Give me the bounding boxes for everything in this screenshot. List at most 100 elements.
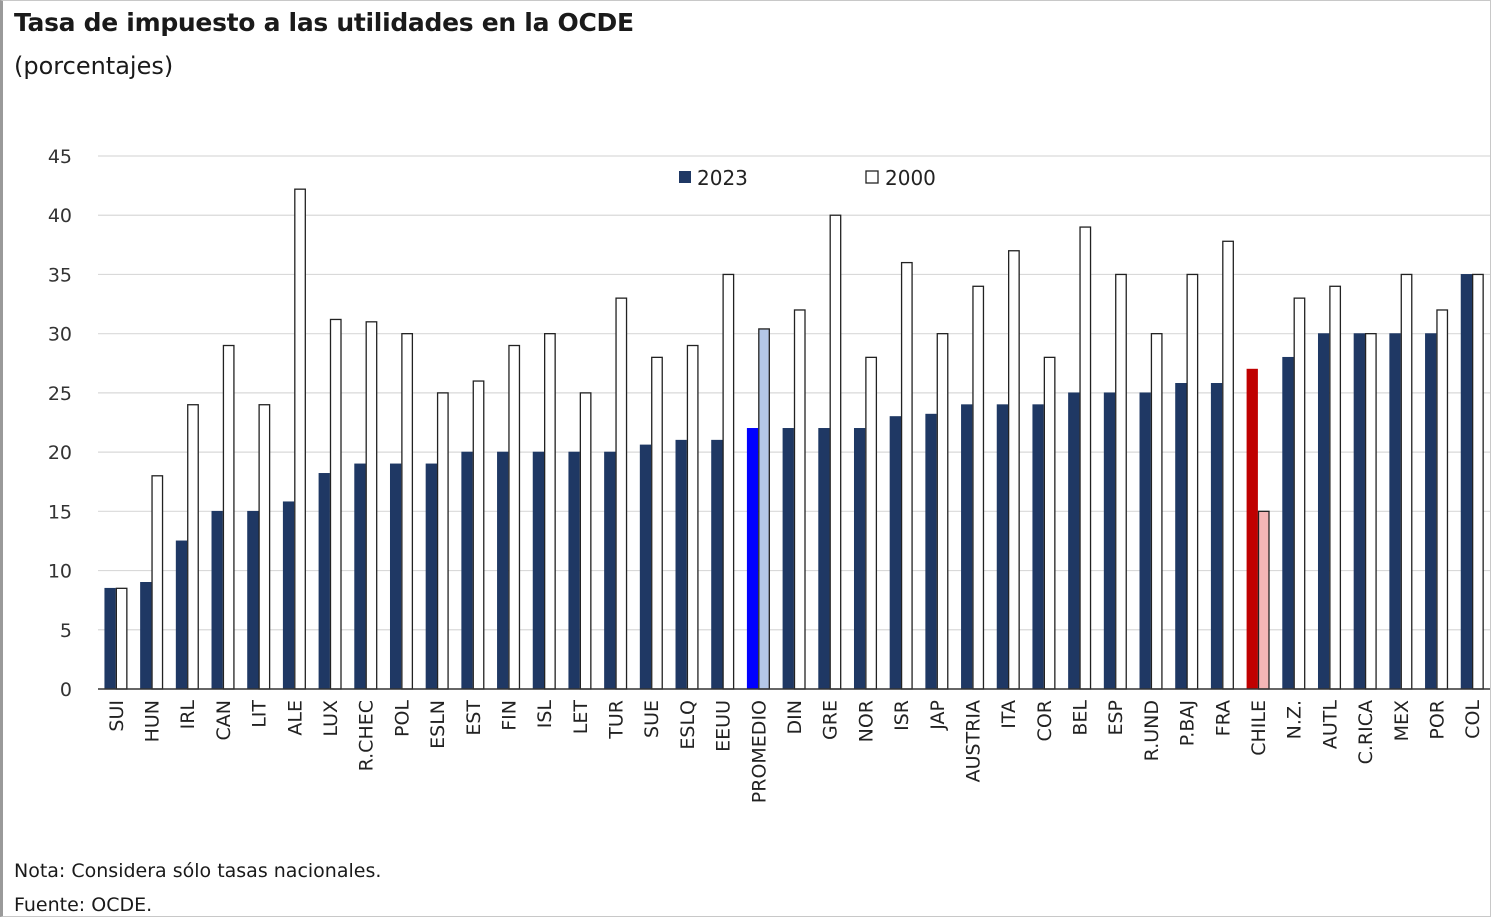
x-tick-label: BEL xyxy=(1070,700,1092,736)
chart-subtitle: (porcentajes) xyxy=(14,52,174,80)
bar-2000-est xyxy=(472,380,485,690)
bar-2023-chile xyxy=(1246,368,1258,690)
x-tick-label: COR xyxy=(1034,700,1056,741)
x-tick-label: R.UND xyxy=(1141,700,1163,761)
bar-2023-sui xyxy=(104,587,116,690)
x-tick-label: SUI xyxy=(106,700,128,732)
bar-2000-pol xyxy=(401,333,414,690)
bar-2000-autl xyxy=(1329,285,1342,690)
x-tick-label: LUX xyxy=(320,700,342,737)
bar-2000-tur xyxy=(615,297,628,690)
legend-swatch-2023 xyxy=(679,171,691,183)
bar-2000-nz xyxy=(1293,297,1306,690)
x-tick-label: FIN xyxy=(498,700,520,731)
bar-2000-col xyxy=(1472,273,1484,690)
bar-2023-pol xyxy=(389,463,402,690)
legend-label-2023: 2023 xyxy=(697,166,748,190)
bar-2000-fin xyxy=(508,344,521,690)
bar-2000-pbaj xyxy=(1186,273,1199,690)
bar-2023-gre xyxy=(818,428,830,690)
bar-2000-esln xyxy=(436,392,449,690)
legend-label-2000: 2000 xyxy=(885,166,936,190)
x-tick-label: FRA xyxy=(1212,700,1234,736)
bar-2000-eslq xyxy=(686,344,699,690)
bar-2000-rchec xyxy=(365,321,378,690)
bar-2023-esln xyxy=(425,463,437,690)
y-tick-label: 40 xyxy=(48,205,72,227)
bar-2023-din xyxy=(782,428,794,690)
bar-2023-austria xyxy=(961,404,973,690)
bar-2023-crica xyxy=(1353,333,1365,690)
bar-2023-fra xyxy=(1210,383,1223,690)
y-tick-label: 15 xyxy=(48,501,72,523)
bar-2000-sui xyxy=(115,587,128,690)
x-tick-label: ESLN xyxy=(427,700,449,749)
bar-2023-pbaj xyxy=(1175,383,1187,690)
x-tick-label: COL xyxy=(1462,700,1484,739)
x-tick-label: GRE xyxy=(820,700,842,740)
x-tick-label: ISL xyxy=(534,700,556,729)
bar-2000-isr xyxy=(900,261,913,690)
bar-2000-fra xyxy=(1222,240,1234,690)
bar-2023-por xyxy=(1425,333,1437,690)
bar-2000-crica xyxy=(1364,333,1377,690)
footnote-source: Fuente: OCDE. xyxy=(14,894,153,916)
bar-2023-ale xyxy=(282,501,295,690)
bar-2023-isr xyxy=(889,416,901,690)
bar-2023-isl xyxy=(532,451,545,690)
footnote-note: Nota: Considera sólo tasas nacionales. xyxy=(14,860,382,882)
x-tick-label: EEUU xyxy=(713,700,735,752)
x-tick-label: EST xyxy=(463,700,485,736)
bar-2023-promedio xyxy=(746,428,759,690)
bar-2023-sue xyxy=(639,444,652,690)
bar-2000-lux xyxy=(329,318,342,690)
x-tick-label: LET xyxy=(570,700,592,735)
x-tick-label: LIT xyxy=(249,700,271,728)
chart-title: Tasa de impuesto a las utilidades en la … xyxy=(14,8,634,37)
bar-2023-est xyxy=(461,451,473,690)
bar-2023-eslq xyxy=(675,439,687,690)
x-tick-label: ITA xyxy=(998,700,1020,729)
x-tick-label: ISR xyxy=(891,700,913,731)
bar-2000-din xyxy=(793,309,806,690)
bar-2000-eeuu xyxy=(722,273,735,690)
bar-2023-jap xyxy=(925,413,937,690)
bar-2023-mex xyxy=(1389,333,1401,690)
x-tick-label: R.CHEC xyxy=(356,700,378,771)
bar-2000-por xyxy=(1436,309,1449,690)
bar-2000-irl xyxy=(187,404,199,690)
x-tick-label: ALE xyxy=(284,700,306,736)
x-tick-label: ESLQ xyxy=(677,700,699,750)
bar-2000-chile xyxy=(1257,510,1270,690)
x-tick-label: ESP xyxy=(1105,700,1127,736)
bar-2000-cor xyxy=(1043,356,1056,690)
x-tick-label: POR xyxy=(1426,700,1448,740)
bar-2000-austria xyxy=(972,285,985,690)
x-tick-label: DIN xyxy=(784,700,806,734)
bar-2000-nor xyxy=(865,356,878,690)
y-tick-label: 35 xyxy=(48,264,72,286)
y-tick-label: 20 xyxy=(48,442,72,464)
bar-2000-rund xyxy=(1150,333,1163,690)
bar-2000-lit xyxy=(258,404,271,690)
bar-2023-can xyxy=(211,510,223,690)
x-tick-label: SUE xyxy=(641,700,663,738)
x-tick-label: MEX xyxy=(1391,700,1413,741)
x-tick-label: CAN xyxy=(213,700,235,740)
y-tick-label: 45 xyxy=(48,146,72,168)
x-tick-label: C.RICA xyxy=(1355,700,1377,764)
bar-2000-bel xyxy=(1079,226,1092,690)
bar-2023-irl xyxy=(175,540,188,690)
bar-2023-rund xyxy=(1139,392,1151,690)
bar-2023-bel xyxy=(1068,392,1080,690)
legend-swatch-2000 xyxy=(865,170,879,184)
bar-2023-eeuu xyxy=(711,439,723,690)
bar-2000-ita xyxy=(1008,250,1020,690)
y-tick-label: 10 xyxy=(48,561,72,583)
y-tick-label: 30 xyxy=(48,324,72,346)
bar-2023-rchec xyxy=(354,463,366,690)
x-tick-label: NOR xyxy=(855,700,877,742)
bar-2023-lit xyxy=(247,510,259,690)
